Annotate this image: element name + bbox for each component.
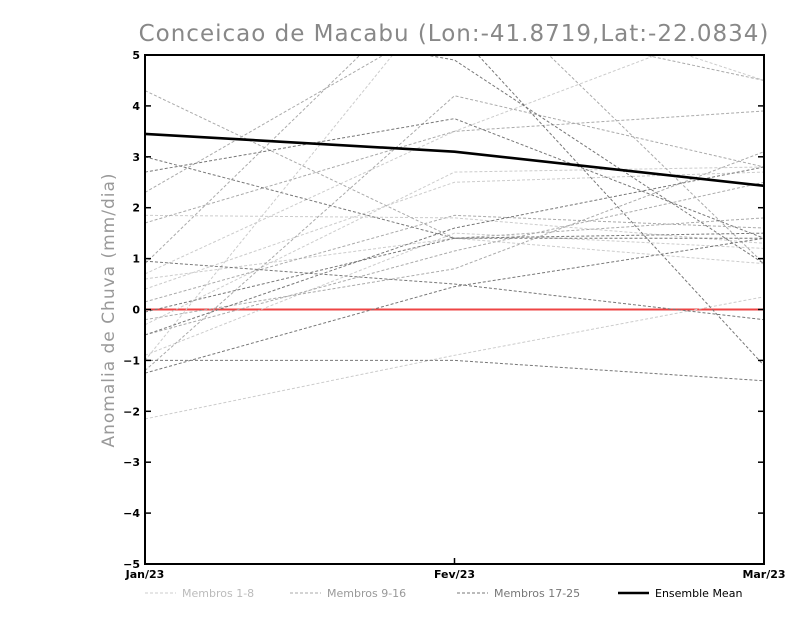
series-line-m13 <box>145 95 764 371</box>
y-tick-label: 3 <box>132 151 140 164</box>
x-tick-label: Jan/23 <box>125 568 165 581</box>
series-line-m23 <box>423 55 764 265</box>
legend-label: Membros 1-8 <box>182 587 254 600</box>
series-line-m16 <box>145 181 764 336</box>
series-line-m01 <box>145 166 764 326</box>
series-line-m22 <box>145 166 764 336</box>
x-tick-label: Mar/23 <box>742 568 785 581</box>
series-line-m02 <box>145 296 764 420</box>
legend-label: Ensemble Mean <box>655 587 742 600</box>
y-tick-label: −4 <box>123 507 140 520</box>
series-line-m12 <box>145 214 764 303</box>
series-line-m10 <box>145 110 764 224</box>
series-line-m03 <box>145 55 658 275</box>
series-line-m21 <box>145 232 764 313</box>
series-layer <box>145 55 764 420</box>
series-line-m25 <box>145 156 764 239</box>
y-tick-label: −1 <box>123 354 140 367</box>
series-line-m20 <box>145 260 764 321</box>
legend: Membros 1-8 Membros 9-16 Membros 17-25 Ense… <box>145 587 742 600</box>
series-line-m19 <box>145 237 764 374</box>
y-tick-label: 2 <box>132 202 140 215</box>
chart-title: Conceicao de Macabu (Lon:-41.8719,Lat:-2… <box>139 21 770 47</box>
x-tick-label: Fev/23 <box>434 568 475 581</box>
series-line-m08 <box>145 237 764 280</box>
y-axis-label: Anomalia de Chuva (mm/dia) <box>99 172 119 447</box>
series-line-m06 <box>145 171 764 290</box>
series-line-m17 <box>145 118 764 239</box>
y-tick-label: −5 <box>123 558 140 571</box>
legend-label: Membros 9-16 <box>327 587 406 600</box>
y-tick-label: 5 <box>132 49 140 62</box>
y-tick-label: −3 <box>123 456 140 469</box>
series-line-m04 <box>145 214 764 244</box>
ensemble-mean-line <box>145 132 764 188</box>
series-line-m18 <box>145 359 764 382</box>
series-line-m07 <box>145 232 764 356</box>
axes-layer: −5 −4 −3 −2 −1 0 1 2 3 4 5 Jan/23 Fev/23 Mar/23 <box>123 49 785 581</box>
legend-label: Membros 17-25 <box>494 587 580 600</box>
y-tick-label: 0 <box>132 304 140 317</box>
y-tick-label: 1 <box>132 253 140 266</box>
y-tick-label: 4 <box>132 100 140 113</box>
y-tick-label: −2 <box>123 405 140 418</box>
